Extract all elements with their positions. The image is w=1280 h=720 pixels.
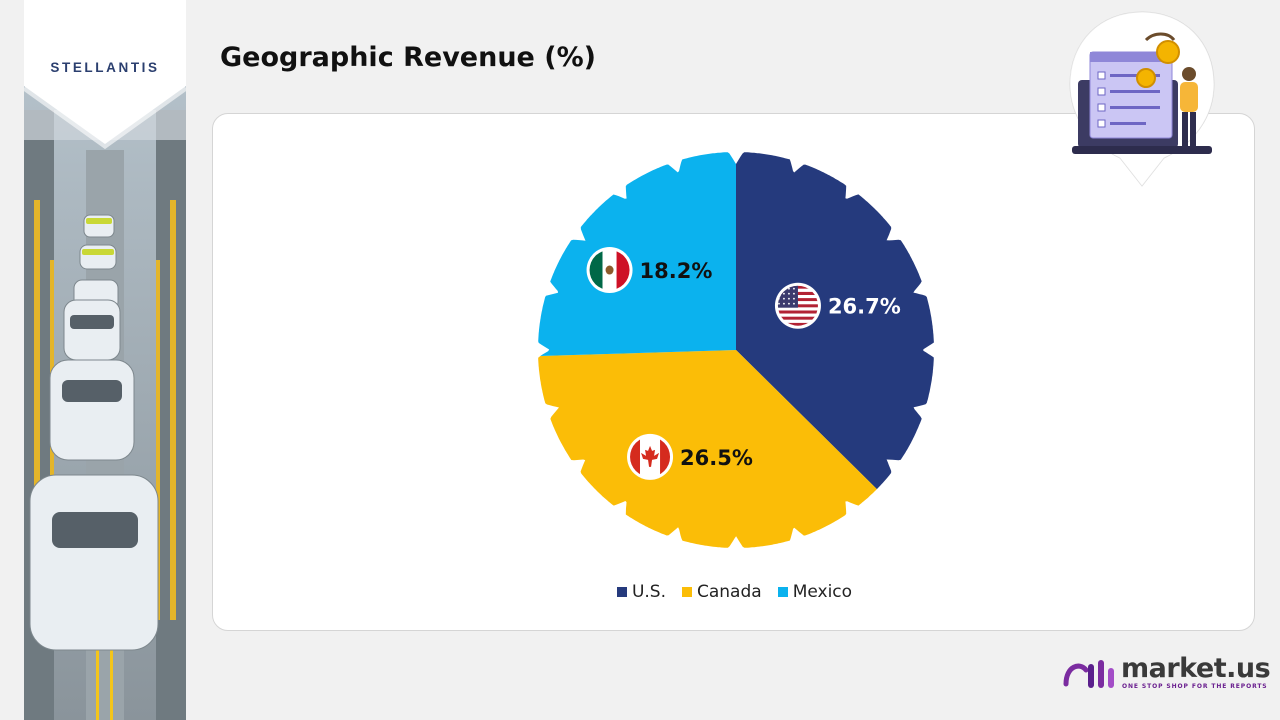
- legend-label: U.S.: [631, 582, 666, 602]
- revenue-report-illustration: [1064, 8, 1224, 192]
- legend-item: Mexico: [777, 582, 853, 602]
- data-label: 26.5%: [680, 446, 753, 470]
- legend-item: U.S.: [616, 582, 666, 602]
- page-title: Geographic Revenue (%): [220, 42, 596, 73]
- canada-flag-icon-art: [630, 436, 671, 477]
- us-flag-icon-art: [777, 285, 818, 326]
- data-label: 18.2%: [640, 259, 713, 283]
- chart-card: 26.7% 26.5% 18.2% U.S. Canada Mexico: [212, 113, 1255, 631]
- pie-chart: 26.7% 26.5% 18.2%: [538, 152, 934, 548]
- pie-slice-us: [736, 152, 934, 490]
- legend-swatch: [616, 587, 627, 597]
- chart-legend: U.S. Canada Mexico: [213, 582, 1256, 602]
- pie-slice-canada: [538, 350, 877, 548]
- data-label-group: 18.2%: [586, 247, 713, 294]
- data-label: 26.7%: [828, 295, 901, 319]
- brand-name: market.us: [1121, 653, 1271, 684]
- mexico-flag-icon-art: [589, 250, 630, 291]
- brand-logo: [1062, 656, 1262, 696]
- legend-swatch: [681, 587, 692, 597]
- data-label-group: 26.7%: [774, 282, 901, 329]
- legend-item: Canada: [681, 582, 762, 602]
- data-label-group: 26.5%: [627, 433, 753, 480]
- legend-label: Canada: [696, 582, 762, 602]
- pie-slice-mexico: [538, 152, 736, 356]
- brand-tagline: ONE STOP SHOP FOR THE REPORTS: [1122, 683, 1268, 690]
- logo-tab: [22, 0, 188, 166]
- legend-swatch: [777, 587, 788, 597]
- stellantis-logo: STELLANTIS: [50, 60, 160, 75]
- legend-label: Mexico: [792, 582, 853, 602]
